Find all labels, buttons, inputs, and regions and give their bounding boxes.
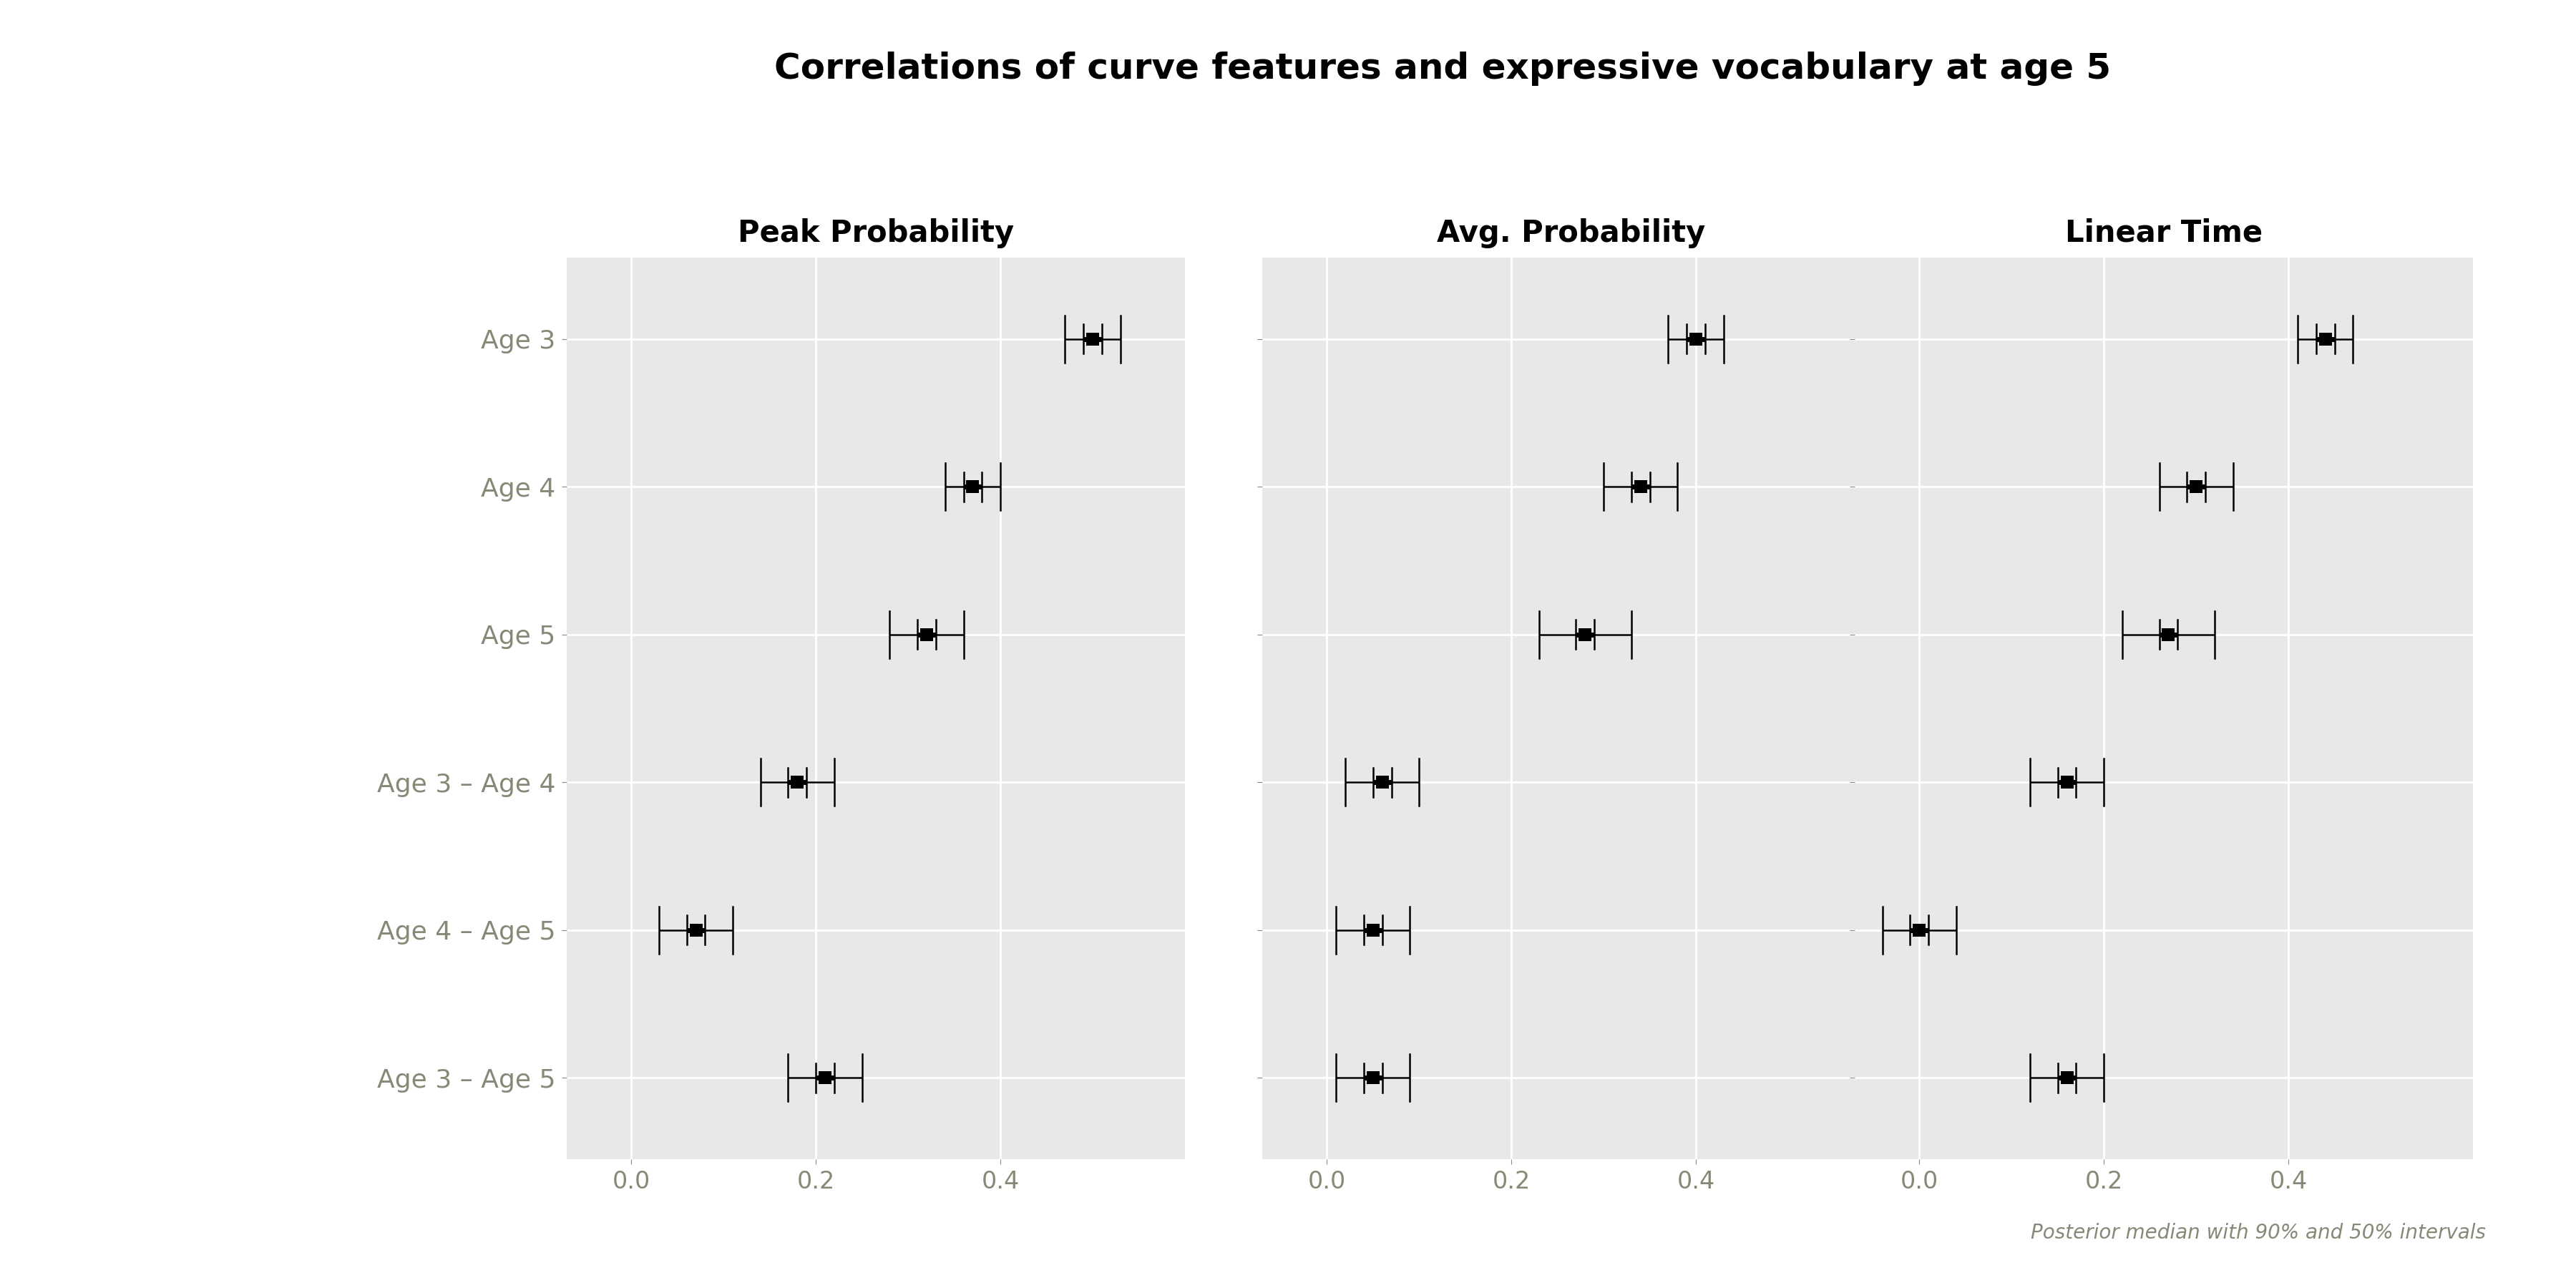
Text: Correlations of curve features and expressive vocabulary at age 5: Correlations of curve features and expre… [775,52,2110,86]
Text: Posterior median with 90% and 50% intervals: Posterior median with 90% and 50% interv… [2030,1222,2486,1243]
Title: Avg. Probability: Avg. Probability [1437,218,1705,249]
Title: Linear Time: Linear Time [2066,218,2262,249]
Title: Peak Probability: Peak Probability [737,218,1015,249]
